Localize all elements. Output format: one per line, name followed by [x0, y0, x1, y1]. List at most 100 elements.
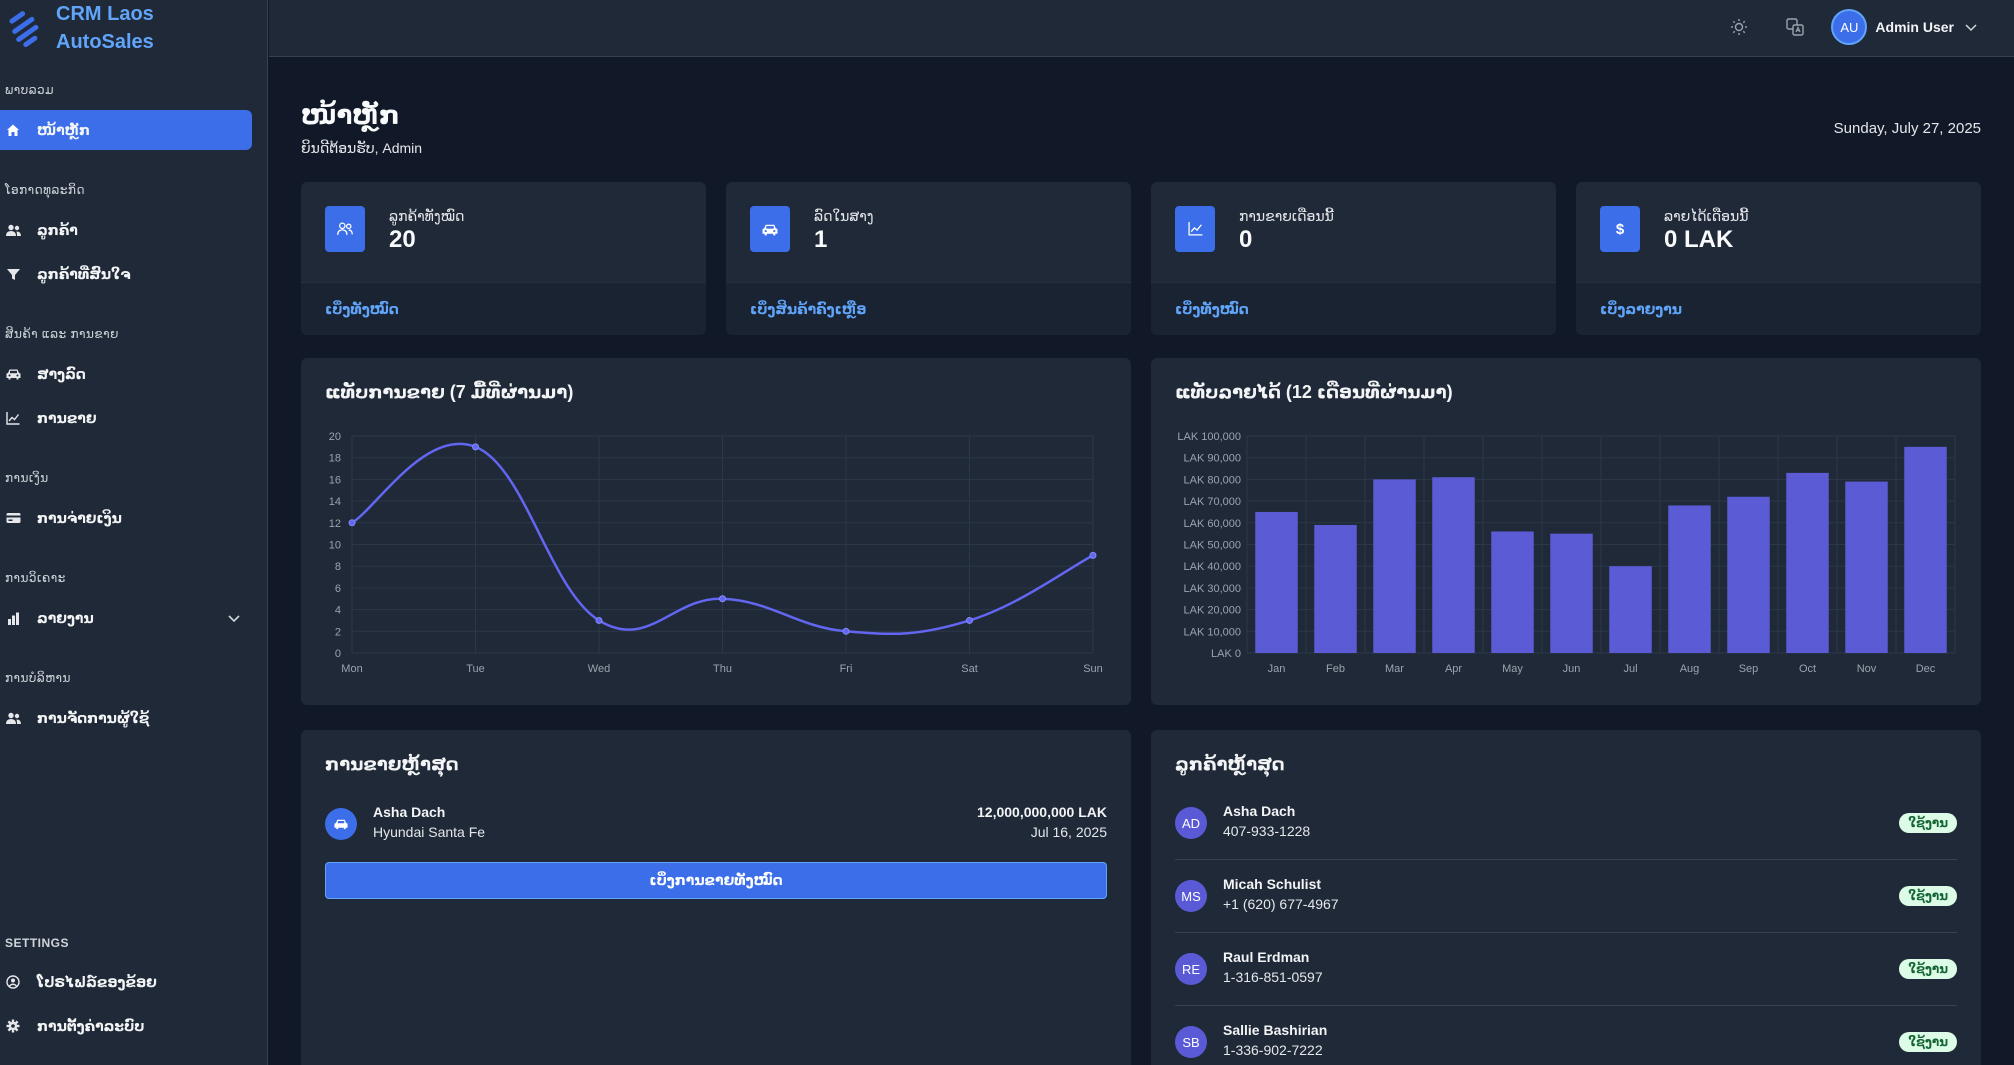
- revenue-bar: [1491, 531, 1534, 653]
- status-badge: ໃຊ້ງານ: [1899, 959, 1957, 979]
- y-tick-label: LAK 40,000: [1184, 561, 1242, 573]
- sidebar-item-label: ການຈ່າຍເງິນ: [37, 509, 122, 526]
- sidebar-item-payments[interactable]: ການຈ່າຍເງິນ: [0, 498, 252, 538]
- y-tick-label: 12: [329, 518, 341, 530]
- revenue-bar: [1609, 566, 1652, 653]
- sale-item[interactable]: Asha Dach Hyundai Santa Fe 12,000,000,00…: [325, 802, 1107, 852]
- sidebar-item-home[interactable]: ໜ້າຫຼັກ: [0, 110, 252, 150]
- section-overview: ພາບລວມ: [5, 83, 55, 97]
- section-analytics: ການວິເຄາະ: [5, 571, 66, 585]
- sidebar-item-customers[interactable]: ລູກຄ້າ: [0, 210, 252, 250]
- revenue-bar-chart: LAK 0 LAK 10,000 LAK 20,000 LAK 30,000 LAK 4…: [1177, 431, 1956, 675]
- x-tick-label: Mon: [341, 663, 362, 675]
- panel-title: ແທັບການຂາຍ (7 ມື້ທີ່ຜ່ານມາ): [325, 382, 574, 402]
- data-point: [966, 616, 973, 624]
- sales-chart-panel: ແທັບການຂາຍ (7 ມື້ທີ່ຜ່ານມາ) 0 2 4 6 8 10 12 14 1…: [301, 358, 1131, 705]
- stat-link[interactable]: ເບິ່ງສິນຄ້າຄົງເຫຼືອ: [726, 282, 1131, 335]
- sale-date: Jul 16, 2025: [1030, 824, 1107, 840]
- brand-name-line1: CRM Laos: [56, 3, 154, 25]
- users-icon: [5, 222, 21, 238]
- customer-row[interactable]: SB Sallie Bashirian 1-336-902-7222 ໃຊ້ງາ…: [1175, 1006, 1957, 1065]
- avatar: RE: [1175, 953, 1207, 985]
- bar-chart-icon: [5, 610, 21, 626]
- sidebar: CRM Laos AutoSales ພາບລວມ ໜ້າຫຼັກ ໂອກາດທ…: [0, 0, 268, 1065]
- view-all-sales-button[interactable]: ເບິ່ງການຂາຍທັງໝົດ: [325, 862, 1107, 899]
- revenue-bar: [1904, 446, 1947, 653]
- y-tick-label: LAK 30,000: [1184, 583, 1242, 595]
- customer-row[interactable]: MS Micah Schulist +1 (620) 677-4967 ໃຊ້ງ…: [1175, 860, 1957, 933]
- status-badge: ໃຊ້ງານ: [1899, 813, 1957, 833]
- sidebar-item-sales[interactable]: ການຂາຍ: [0, 398, 252, 438]
- x-tick-label: Sep: [1739, 663, 1759, 675]
- data-point: [472, 443, 479, 451]
- y-tick-label: LAK 80,000: [1184, 474, 1242, 486]
- sidebar-item-label: ສາງລົດ: [37, 365, 86, 382]
- y-tick-label: LAK 10,000: [1184, 626, 1242, 638]
- y-tick-label: LAK 50,000: [1184, 540, 1242, 552]
- revenue-bar: [1314, 524, 1357, 653]
- filter-icon: [5, 266, 21, 282]
- x-tick-label: Mar: [1385, 663, 1404, 675]
- sale-vehicle: Hyundai Santa Fe: [373, 824, 486, 840]
- stat-link[interactable]: ເບິ່ງທັງໝົດ: [1151, 282, 1556, 335]
- sidebar-item-label: ການຂາຍ: [37, 409, 97, 426]
- customer-row[interactable]: RE Raul Erdman 1-316-851-0597 ໃຊ້ງານ: [1175, 933, 1957, 1006]
- car-icon: [750, 206, 790, 252]
- customer-name: Sallie Bashirian: [1223, 1022, 1328, 1038]
- stat-link[interactable]: ເບິ່ງທັງໝົດ: [301, 282, 706, 335]
- y-tick-label: 2: [335, 626, 341, 638]
- logo-icon: [9, 11, 39, 47]
- sidebar-item-reports[interactable]: ລາຍງານ: [0, 598, 252, 638]
- customer-phone: 407-933-1228: [1223, 823, 1311, 839]
- y-tick-label: 20: [329, 431, 341, 443]
- sidebar-item-leads[interactable]: ລູກຄ້າທີ່ສົນໃຈ: [0, 254, 252, 294]
- top-bar: AU Admin User: [269, 0, 2014, 57]
- translate-icon[interactable]: [1784, 16, 1806, 38]
- revenue-bar: [1727, 496, 1770, 653]
- sidebar-item-label: ການຈັດການຜູ້ໃຊ້: [37, 709, 150, 726]
- data-point: [348, 519, 356, 527]
- sales-line-chart: 0 2 4 6 8 10 12 14 16 18 20 Mon Tue Wed Thu Fri Sat Sun: [329, 431, 1103, 675]
- customer-name: Asha Dach: [1223, 803, 1296, 819]
- page-title: ໜ້າຫຼັກ: [301, 100, 400, 130]
- gear-icon: [5, 1018, 21, 1034]
- y-tick-label: LAK 60,000: [1184, 518, 1242, 530]
- customer-row[interactable]: AD Asha Dach 407-933-1228 ໃຊ້ງານ: [1175, 787, 1957, 860]
- user-menu[interactable]: AU Admin User: [1831, 9, 1978, 45]
- y-tick-label: 18: [329, 453, 341, 465]
- customer-phone: +1 (620) 677-4967: [1223, 896, 1339, 912]
- sale-customer-name: Asha Dach: [373, 804, 446, 820]
- stat-label: ລາຍໄດ້ເດືອນນີ້: [1664, 208, 1749, 224]
- x-tick-label: Sun: [1083, 663, 1103, 675]
- stat-value: 20: [389, 226, 416, 253]
- stat-link[interactable]: ເບິ່ງລາຍງານ: [1576, 282, 1981, 335]
- stat-card-sales-month: ການຂາຍເດືອນນີ້ 0 ເບິ່ງທັງໝົດ: [1151, 182, 1556, 335]
- sidebar-item-inventory[interactable]: ສາງລົດ: [0, 354, 252, 394]
- sidebar-item-profile[interactable]: ໂປຣໄຟລ໌ຂອງຂ້ອຍ: [0, 962, 252, 1002]
- chevron-down-icon[interactable]: [226, 610, 242, 626]
- stat-card-customers: ລູກຄ້າທັງໝົດ 20 ເບິ່ງທັງໝົດ: [301, 182, 706, 335]
- x-tick-label: Dec: [1916, 663, 1936, 675]
- avatar: MS: [1175, 880, 1207, 912]
- recent-sales-panel: ການຂາຍຫຼ້າສຸດ Asha Dach Hyundai Santa Fe…: [301, 730, 1131, 1065]
- brand[interactable]: CRM Laos AutoSales: [6, 0, 154, 56]
- current-date: Sunday, July 27, 2025: [1833, 120, 1981, 137]
- sun-icon[interactable]: [1728, 16, 1750, 38]
- stat-card-revenue-month: $ ລາຍໄດ້ເດືອນນີ້ 0 LAK ເບິ່ງລາຍງານ: [1576, 182, 1981, 335]
- sidebar-item-user-management[interactable]: ການຈັດການຜູ້ໃຊ້: [0, 698, 252, 738]
- y-tick-label: LAK 100,000: [1177, 431, 1241, 443]
- section-opportunities: ໂອກາດທຸລະກິດ: [5, 183, 85, 197]
- stat-label: ລູກຄ້າທັງໝົດ: [389, 208, 465, 224]
- data-point: [842, 627, 850, 635]
- section-administration: ການບໍລິຫານ: [5, 671, 71, 685]
- x-tick-label: Fri: [840, 663, 853, 675]
- brand-name-line2: AutoSales: [56, 31, 154, 53]
- sidebar-item-system-settings[interactable]: ການຕັ້ງຄ່າລະບົບ: [0, 1006, 252, 1046]
- sale-amount: 12,000,000,000 LAK: [977, 804, 1107, 820]
- y-tick-label: LAK 70,000: [1184, 496, 1242, 508]
- x-tick-label: May: [1502, 663, 1523, 675]
- car-icon: [5, 366, 21, 382]
- y-tick-label: 10: [329, 540, 341, 552]
- x-tick-label: Jan: [1268, 663, 1286, 675]
- sidebar-item-label: ໂປຣໄຟລ໌ຂອງຂ້ອຍ: [37, 973, 157, 990]
